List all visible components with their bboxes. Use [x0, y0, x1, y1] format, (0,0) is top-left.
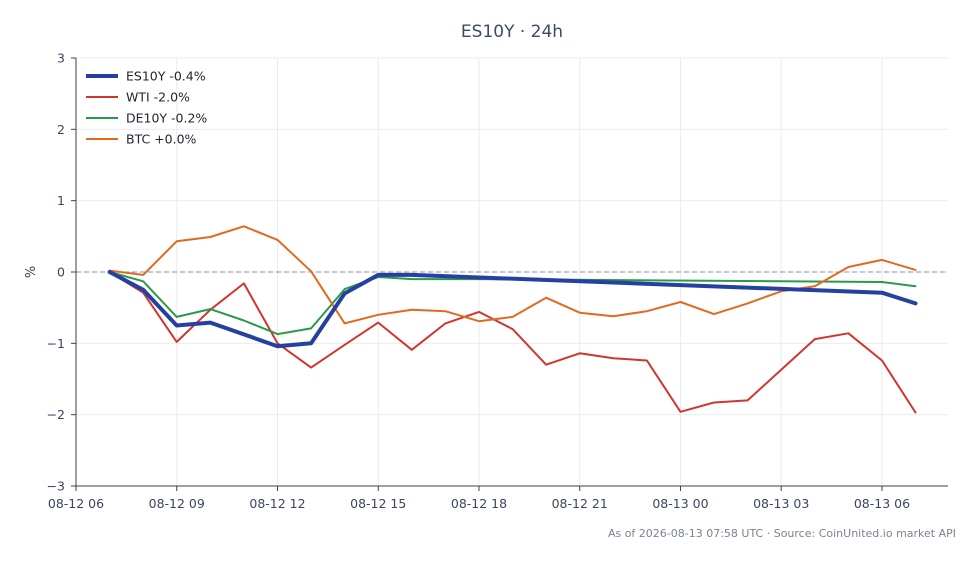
y-tick-label: −3 [47, 479, 65, 494]
y-tick-label: 0 [57, 265, 65, 280]
y-axis-label: % [24, 266, 39, 278]
y-tick-label: 2 [57, 122, 65, 137]
legend-label: BTC +0.0% [126, 132, 197, 147]
x-tick-label: 08-13 00 [652, 496, 708, 511]
legend-label: ES10Y -0.4% [126, 69, 206, 84]
series-line-btc [108, 225, 917, 325]
x-tick-label: 08-12 06 [48, 496, 104, 511]
x-tick-label: 08-12 12 [249, 496, 305, 511]
x-tick-label: 08-12 09 [149, 496, 205, 511]
x-tick-label: 08-12 15 [350, 496, 406, 511]
y-tick-label: −1 [47, 336, 65, 351]
chart-title: ES10Y · 24h [461, 22, 563, 42]
legend-label: DE10Y -0.2% [126, 111, 207, 126]
series-line-es10y [107, 270, 918, 349]
x-axis-ticks: 08-12 06 08-12 09 08-12 12 08-12 15 08-12 18… [48, 486, 910, 511]
x-tick-label: 08-12 21 [552, 496, 608, 511]
x-tick-label: 08-12 18 [451, 496, 507, 511]
x-tick-label: 08-13 06 [854, 496, 910, 511]
x-tick-label: 08-13 03 [753, 496, 809, 511]
y-axis-ticks: −3 −2 −1 0 1 2 3 [47, 51, 76, 494]
series-line-wti [108, 271, 917, 414]
y-tick-label: 3 [57, 51, 65, 66]
y-tick-label: 1 [57, 193, 65, 208]
legend-label: WTI -2.0% [126, 90, 190, 105]
legend: ES10Y -0.4% WTI -2.0% DE10Y -0.2% BTC +0.0% [86, 69, 207, 147]
series-lines [107, 225, 918, 414]
footnote: As of 2026-08-13 07:58 UTC · Source: Coi… [608, 527, 956, 540]
y-tick-label: −2 [47, 407, 65, 422]
series-line-de10y [108, 271, 917, 336]
